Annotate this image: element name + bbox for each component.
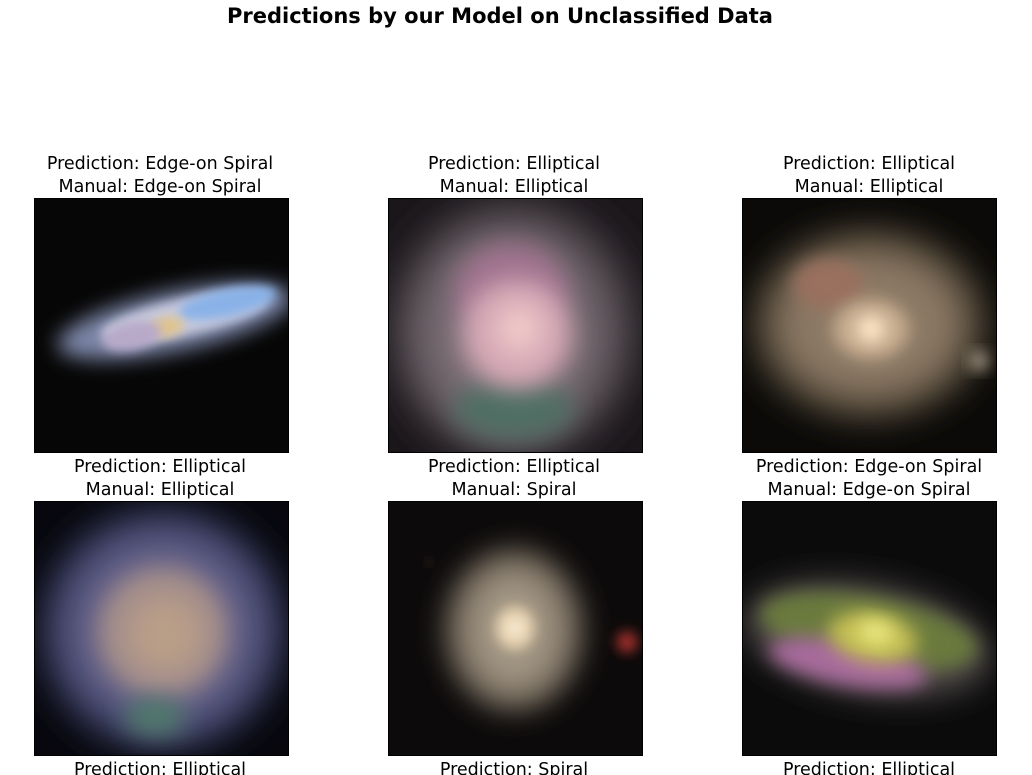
prediction-label: Prediction: Elliptical — [782, 760, 956, 775]
manual-label: Manual: Elliptical — [439, 176, 589, 197]
manual-label: Manual: Elliptical — [85, 479, 235, 500]
panel-7: Prediction: Elliptical — [10, 759, 310, 775]
panel-3: Prediction: Elliptical Manual: Elliptica… — [719, 153, 1019, 453]
galaxy-image — [388, 198, 643, 453]
prediction-label: Prediction: Elliptical — [427, 154, 601, 174]
prediction-label: Prediction: Edge-on Spiral — [755, 457, 983, 477]
prediction-label: Prediction: Elliptical — [427, 457, 601, 477]
prediction-label: Prediction: Elliptical — [73, 457, 247, 477]
prediction-label: Prediction: Elliptical — [73, 760, 247, 775]
galaxy-image — [742, 198, 997, 453]
panel-8: Prediction: Spiral — [364, 759, 664, 775]
galaxy-image — [388, 501, 643, 756]
prediction-label: Prediction: Spiral — [439, 760, 589, 775]
galaxy-image — [742, 501, 997, 756]
panel-1: Prediction: Edge-on Spiral Manual: Edge-… — [10, 153, 310, 453]
galaxy-image — [34, 198, 289, 453]
panel-6: Prediction: Edge-on Spiral Manual: Edge-… — [719, 456, 1019, 756]
prediction-label: Prediction: Edge-on Spiral — [46, 154, 274, 174]
manual-label: Manual: Edge-on Spiral — [58, 176, 262, 197]
panel-4: Prediction: Elliptical Manual: Elliptica… — [10, 456, 310, 756]
manual-label: Manual: Spiral — [451, 479, 577, 500]
panel-9: Prediction: Elliptical — [719, 759, 1019, 775]
prediction-label: Prediction: Elliptical — [782, 154, 956, 174]
panel-5: Prediction: Elliptical Manual: Spiral — [364, 456, 664, 756]
manual-label: Manual: Edge-on Spiral — [767, 479, 971, 500]
galaxy-image — [34, 501, 289, 756]
manual-label: Manual: Elliptical — [794, 176, 944, 197]
panel-2: Prediction: Elliptical Manual: Elliptica… — [364, 153, 664, 453]
figure-title: Predictions by our Model on Unclassified… — [227, 4, 773, 28]
